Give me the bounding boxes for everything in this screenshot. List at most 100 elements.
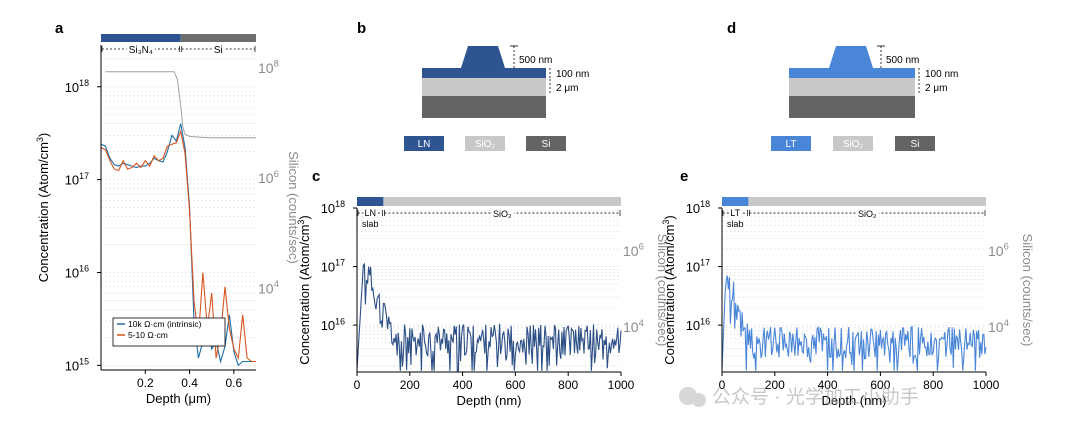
x-tick-label: 0.2	[137, 376, 154, 390]
y2-axis-label: Silicon (counts/sec)	[286, 151, 301, 264]
legend-swatch	[465, 136, 505, 151]
series-line-silicon	[105, 71, 256, 139]
legend-d: LT SiO₂ Si	[771, 136, 935, 151]
x-tick-label: 600	[870, 378, 890, 392]
x-axis-label: Depth (nm)	[456, 393, 521, 408]
legend-b: LN SiO₂ Si	[404, 136, 566, 151]
oxide-dimension: 2 μm	[556, 83, 578, 94]
y2-axis-label: Silicon (counts/sec)	[655, 234, 670, 347]
y-tick-label: 1018	[65, 78, 89, 95]
legend-label: Si	[542, 139, 551, 150]
x-tick-label: 600	[505, 378, 525, 392]
core-slab-layer	[422, 68, 546, 78]
x-tick-label: 400	[818, 378, 838, 392]
label-bg	[490, 209, 514, 219]
x-tick-label: 200	[765, 378, 785, 392]
y-axis-label: Concentration (Atom/cm3)	[296, 215, 312, 365]
core-ridge	[829, 46, 873, 68]
panel-letter-c: c	[312, 168, 320, 185]
x-tick-label: 0.4	[181, 376, 198, 390]
y2-tick-label: 104	[258, 279, 280, 296]
schematic-d: 500 nm 100 nm 2 μm LT SiO₂ Si	[771, 45, 958, 151]
label-bg	[211, 45, 225, 56]
material-label-sub: slab	[727, 219, 744, 229]
y-axis-label: Concentration (Atom/cm3)	[35, 133, 51, 283]
oxide-layer	[422, 78, 546, 96]
y2-tick-label: 104	[623, 318, 645, 335]
ridge-dimension: 500 nm	[519, 55, 552, 66]
y-tick-label: 1015	[65, 357, 89, 374]
x-tick-label: 0	[719, 378, 726, 392]
y-tick-label: 1018	[321, 199, 345, 216]
material-label: Si₃N₄	[129, 45, 153, 56]
legend-swatch	[833, 136, 873, 151]
legend-label: SiO₂	[843, 139, 864, 150]
ridge-dimension: 500 nm	[886, 55, 919, 66]
series-line-primary	[356, 262, 622, 372]
watermark-text: 公众号 · 光学加工小助手	[712, 386, 919, 408]
label-bg	[729, 208, 742, 218]
legend-swatch	[771, 136, 811, 151]
y-tick-label: 1017	[321, 258, 345, 275]
x-axis-label: Depth (μm)	[146, 391, 211, 406]
core-ridge	[461, 46, 505, 68]
y-tick-label: 1016	[65, 264, 89, 281]
core-slab-layer	[789, 68, 915, 78]
legend-box	[112, 317, 226, 347]
series-line-primary	[100, 123, 256, 367]
label-bg	[363, 208, 377, 218]
y2-tick-label: 108	[258, 59, 279, 76]
label-bg	[855, 209, 879, 219]
slab-dimension: 100 nm	[925, 69, 958, 80]
material-bar-segment	[180, 34, 256, 42]
panel-letter-e: e	[680, 168, 688, 185]
x-tick-label: 400	[453, 378, 473, 392]
y2-axis-label: Silicon (counts/sec)	[1020, 234, 1035, 347]
panel-letter-b: b	[357, 20, 366, 37]
x-tick-label: 1000	[608, 378, 635, 392]
legend-label: Si	[911, 139, 920, 150]
oxide-dimension: 2 μm	[925, 83, 947, 94]
y-axis-label: Concentration (Atom/cm3)	[661, 215, 677, 365]
material-bar-segment	[722, 197, 749, 206]
y-tick-label: 1018	[686, 199, 710, 216]
y2-tick-label: 106	[988, 242, 1009, 259]
material-label: LN	[364, 208, 376, 218]
watermark: 公众号 · 光学加工小助手	[679, 386, 919, 408]
legend-label: LT	[786, 139, 797, 150]
legend-swatch	[526, 136, 566, 151]
label-bg	[126, 45, 155, 56]
x-tick-label: 0	[354, 378, 361, 392]
legend-label: LN	[418, 139, 431, 150]
x-tick-label: 200	[400, 378, 420, 392]
y2-tick-label: 106	[623, 242, 644, 259]
series-line-primary	[721, 275, 987, 371]
material-bar-segment	[383, 197, 621, 206]
panel-letter-d: d	[727, 20, 736, 37]
material-label: SiO₂	[493, 209, 512, 219]
x-tick-label: 0.6	[226, 376, 243, 390]
material-bar-segment	[357, 197, 384, 206]
x-axis-label: Depth (nm)	[821, 393, 886, 408]
oxide-layer	[789, 78, 915, 96]
si-substrate-layer	[422, 96, 546, 118]
y-tick-label: 1017	[686, 258, 710, 275]
y2-tick-label: 106	[258, 169, 279, 186]
schematic-b: 500 nm 100 nm 2 μm LN SiO₂ Si	[404, 45, 589, 151]
material-label: LT	[730, 208, 740, 218]
material-bar-segment	[101, 34, 181, 42]
legend-label: 10k Ω·cm (intrinsic)	[128, 319, 202, 329]
material-label: Si	[214, 45, 223, 56]
material-label: SiO₂	[858, 209, 877, 219]
material-bar-segment	[748, 197, 986, 206]
chart-a: Si₃N₄ Si 0.2 0.4 0.6 Depth (μm) 1015 1016 1017 10…	[35, 34, 301, 406]
legend-label: 5-10 Ω·cm	[128, 330, 168, 340]
y2-tick-label: 104	[988, 318, 1010, 335]
legend-swatch	[404, 136, 444, 151]
x-tick-label: 800	[923, 378, 943, 392]
slab-dimension: 100 nm	[556, 69, 589, 80]
y-tick-label: 1016	[686, 316, 710, 333]
panel-letter-a: a	[55, 20, 64, 37]
